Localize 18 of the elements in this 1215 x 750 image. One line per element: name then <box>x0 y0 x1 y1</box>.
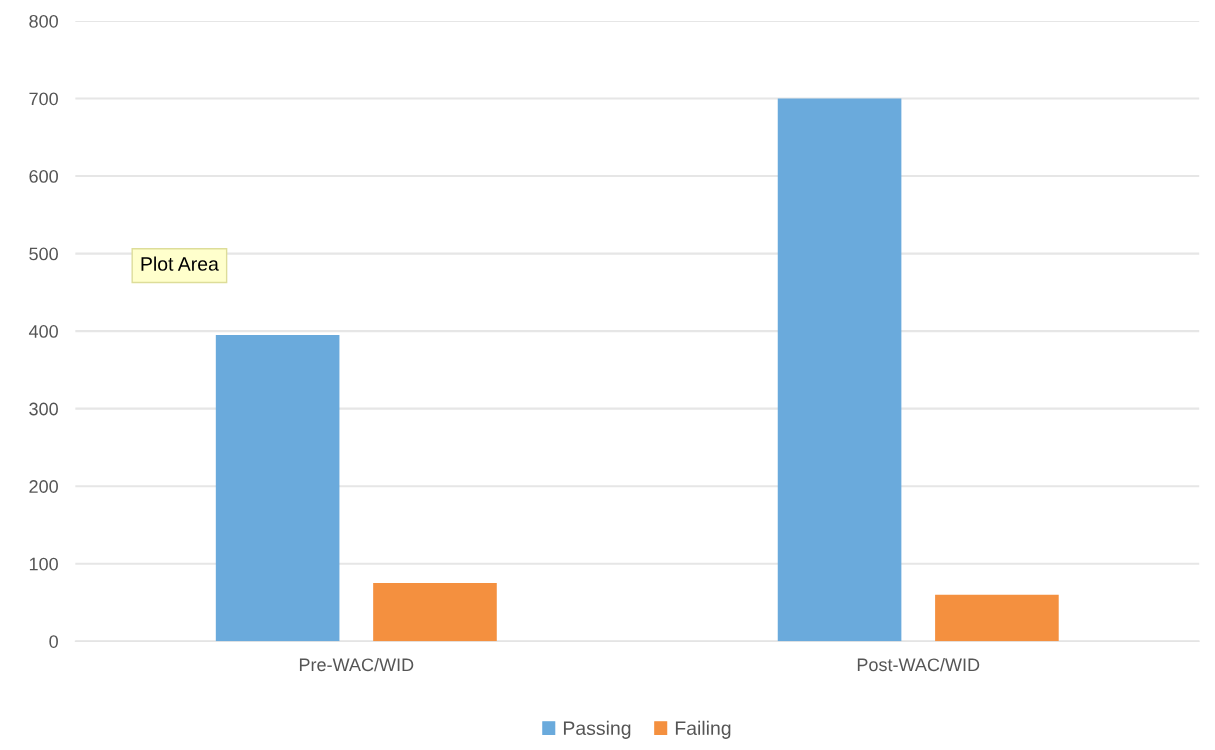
y-tick-label: 300 <box>29 402 58 416</box>
y-tick-label: 0 <box>49 635 58 648</box>
y-tick-label: 800 <box>29 14 58 28</box>
y-tick-label: 200 <box>29 480 58 493</box>
bar <box>935 594 1059 642</box>
bar <box>373 583 497 642</box>
x-tick-label: Post-WAC/WID <box>857 657 980 672</box>
y-tick-label: 600 <box>29 170 58 183</box>
y-tick-label: 400 <box>28 325 58 338</box>
annotation: Plot Area <box>141 256 219 271</box>
x-tick-label: Pre-WAC/WID <box>299 657 414 672</box>
bar <box>777 98 902 642</box>
bar <box>215 335 340 642</box>
y-tick-label: 700 <box>29 92 58 106</box>
y-tick-label: 100 <box>29 557 58 571</box>
legend-label: Passing <box>563 720 631 739</box>
y-tick-label: 500 <box>29 247 58 261</box>
legend-label: Failing <box>675 720 731 739</box>
